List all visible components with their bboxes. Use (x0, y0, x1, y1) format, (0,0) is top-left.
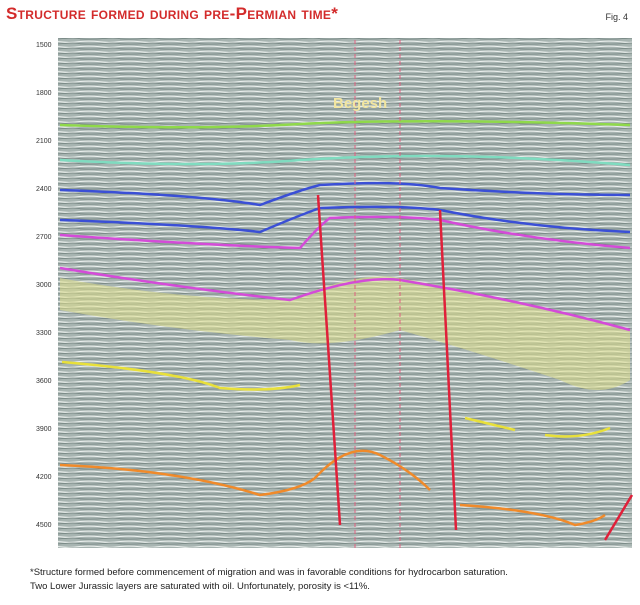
horizon (59, 181, 631, 207)
depth-label: 3000 (36, 282, 52, 289)
reservoir-zone (60, 276, 630, 390)
horizon (59, 266, 631, 332)
depth-label: 2400 (36, 186, 52, 193)
depth-label: 1800 (36, 90, 52, 97)
horizons (59, 40, 634, 548)
depth-label: 4200 (36, 474, 52, 481)
figure-number: Fig. 4 (605, 12, 628, 22)
depth-label: 3300 (36, 330, 52, 337)
title: Structure formed during pre-Permian time… (6, 4, 339, 23)
depth-label: 2100 (36, 138, 52, 145)
horizon (59, 215, 631, 250)
horizon (459, 503, 606, 527)
horizon (59, 449, 431, 497)
well-line (354, 40, 401, 548)
caption: *Structure formed before commencement of… (30, 566, 630, 594)
fault (316, 194, 634, 541)
depth-label: 4500 (36, 522, 52, 529)
horizon (59, 154, 631, 167)
horizon (464, 416, 611, 438)
depth-label: 2700 (36, 234, 52, 241)
depth-label: 3600 (36, 378, 52, 385)
structure-label: Begesh (333, 95, 387, 112)
horizon (59, 119, 631, 129)
depth-axis: 1500 1800 2100 2400 2700 3000 3300 3600 3900 4200… (36, 42, 52, 529)
horizon (61, 360, 301, 391)
depth-label: 1500 (36, 42, 52, 49)
depth-label: 3900 (36, 426, 52, 433)
seismic-section: Begesh 1500 1800 2100 2400 2700 3000 3300 3600 3… (36, 38, 634, 548)
caption-line: Two Lower Jurassic layers are saturated … (30, 581, 370, 592)
caption-line: *Structure formed before commencement of… (30, 567, 508, 578)
